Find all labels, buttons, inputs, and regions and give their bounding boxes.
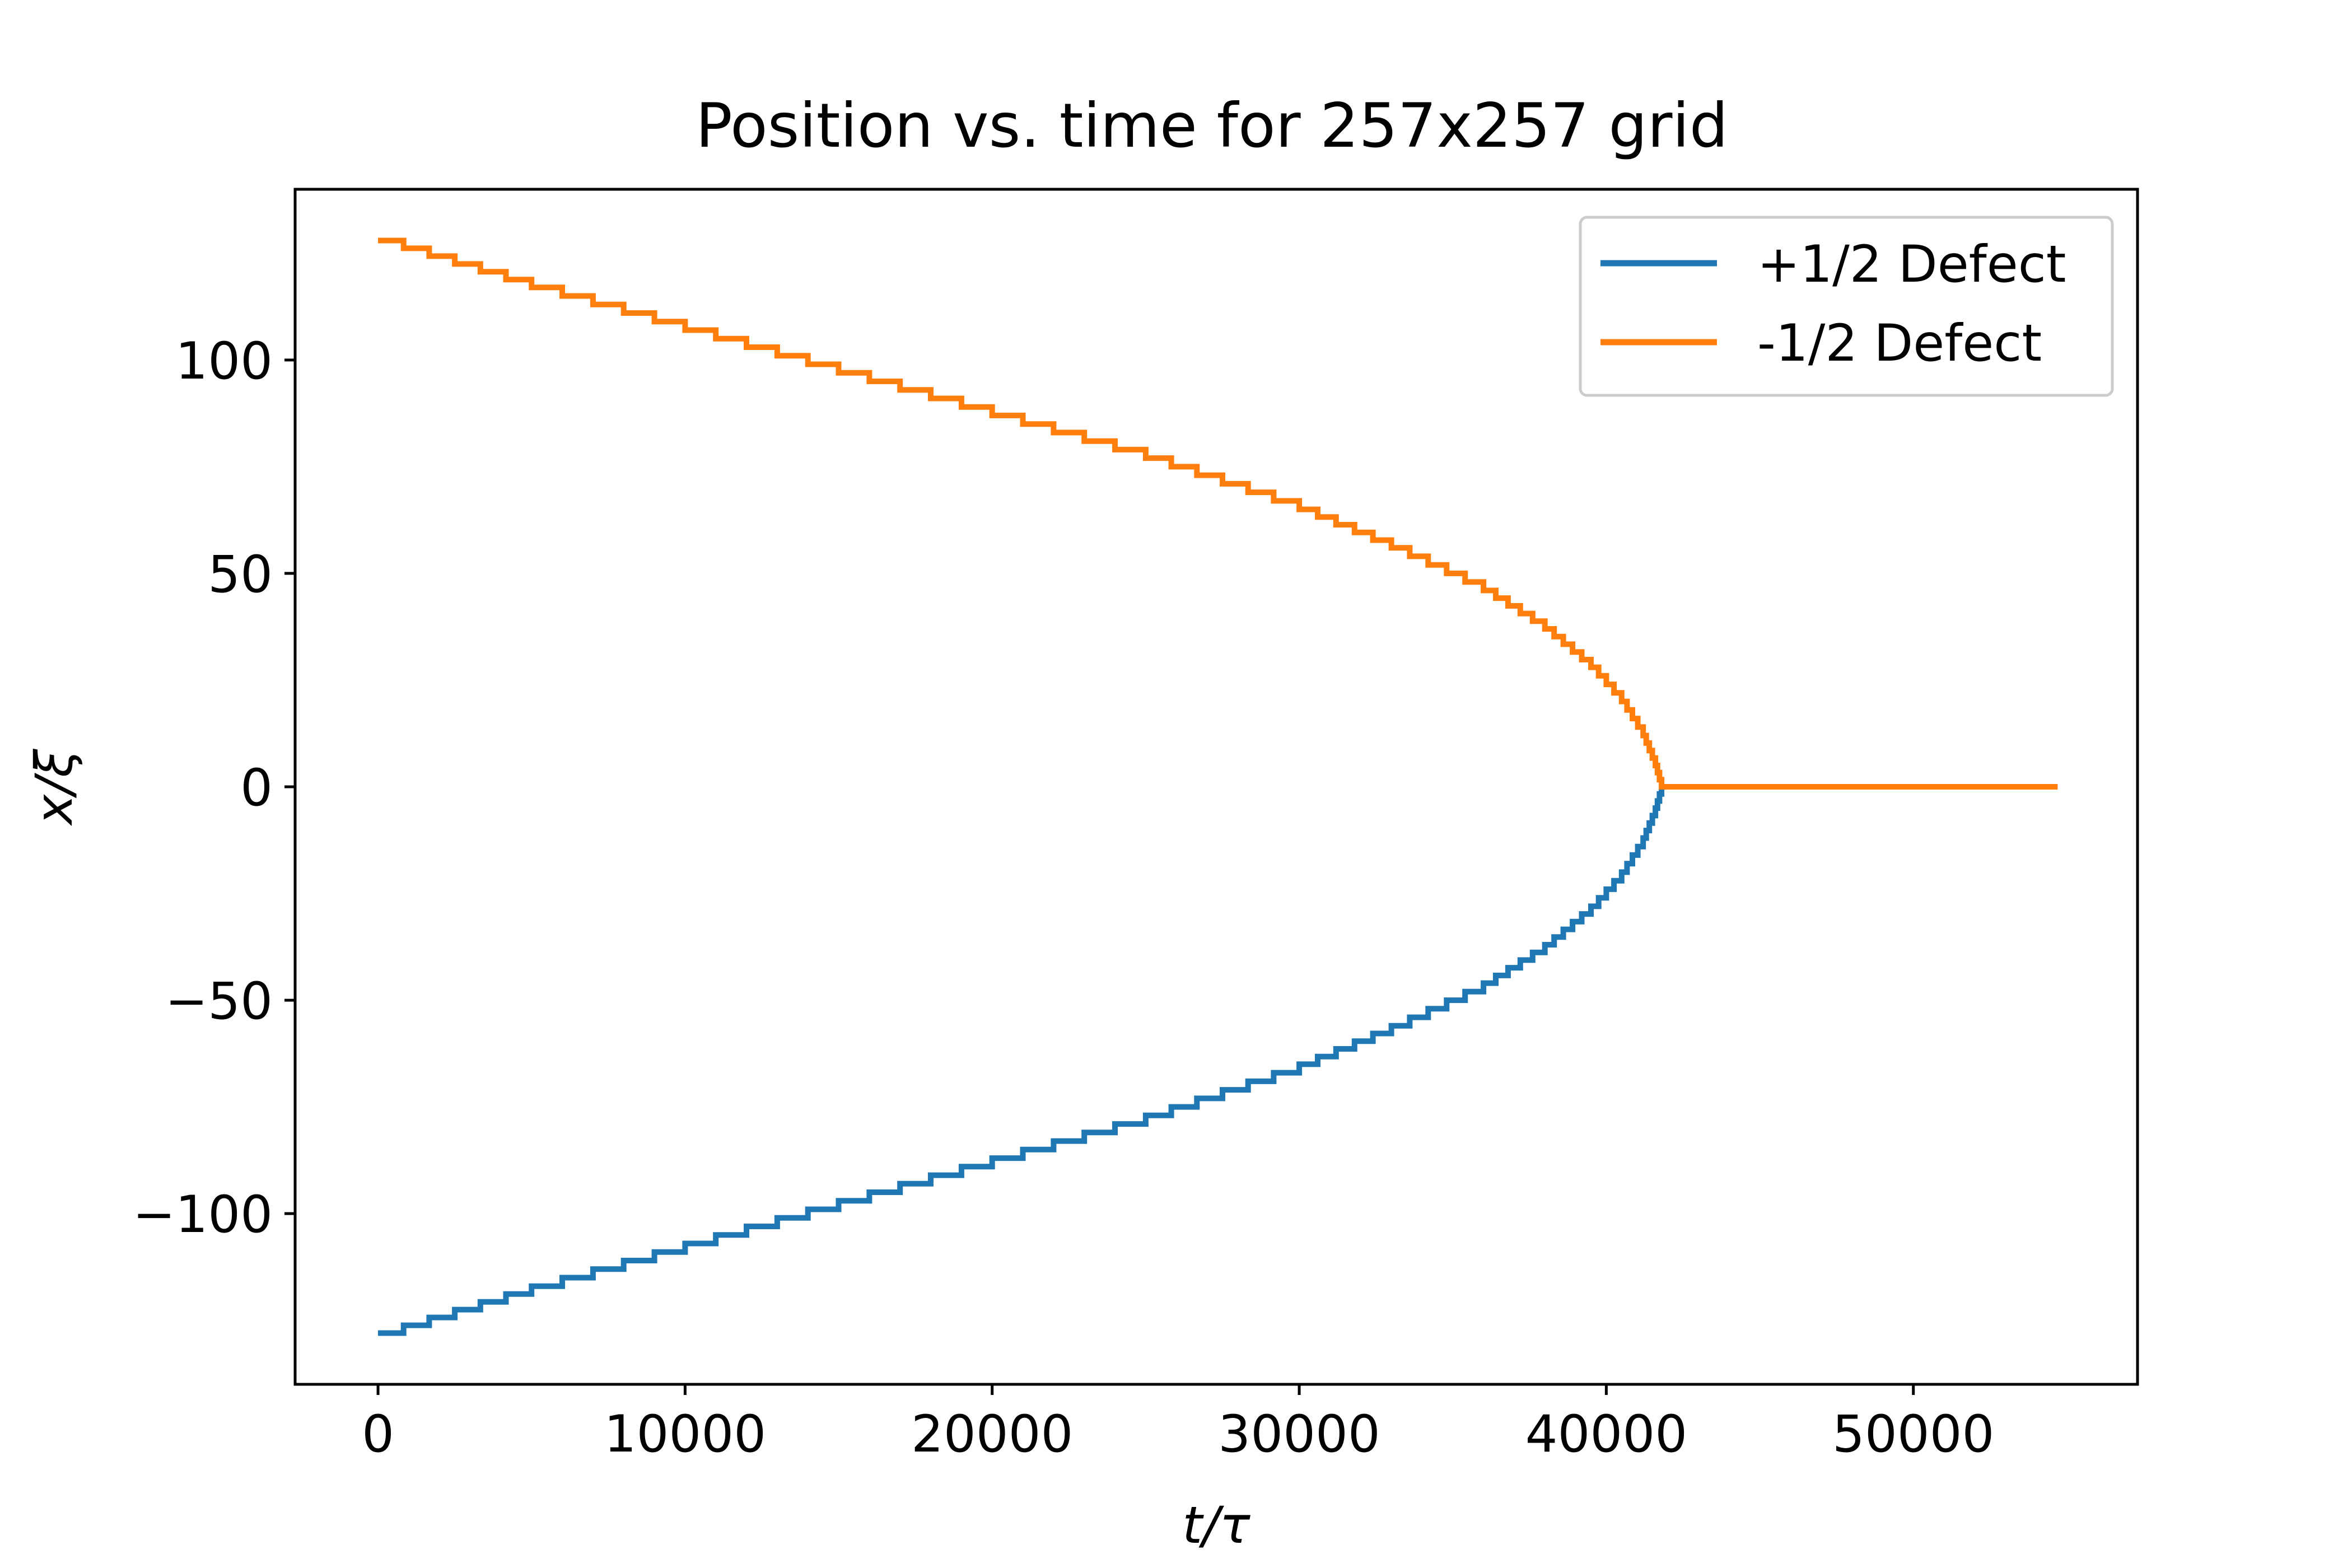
x-tick-label: 50000 [1832, 1405, 1995, 1464]
x-tick-label: 30000 [1218, 1405, 1380, 1464]
x-axis-label: t/τ [1182, 1496, 1250, 1555]
y-tick-label: −100 [133, 1186, 273, 1244]
chart-title: Position vs. time for 257x257 grid [696, 90, 1728, 161]
legend-label-plus-half-defect: +1/2 Defect [1757, 235, 2066, 294]
series-layer [378, 237, 2058, 1336]
series-plus-half-defect [378, 787, 1665, 1336]
x-tick-label: 20000 [911, 1405, 1074, 1464]
series-minus-half-defect [378, 237, 2058, 790]
y-tick-label: 100 [175, 332, 273, 391]
x-tick-label: 0 [362, 1405, 394, 1464]
x-tick-label: 40000 [1525, 1405, 1688, 1464]
legend: +1/2 Defect -1/2 Defect [1579, 216, 2114, 397]
x-axis: 0 10000 20000 30000 40000 50000 [362, 1384, 1994, 1464]
y-tick-label: 50 [208, 545, 273, 604]
legend-label-minus-half-defect: -1/2 Defect [1757, 314, 2042, 373]
x-tick-label: 10000 [604, 1405, 767, 1464]
y-tick-label: −50 [165, 972, 273, 1031]
y-axis-label: x/ξ [25, 748, 84, 827]
y-axis: −100 −50 0 50 100 [133, 332, 295, 1244]
y-tick-label: 0 [240, 759, 273, 818]
